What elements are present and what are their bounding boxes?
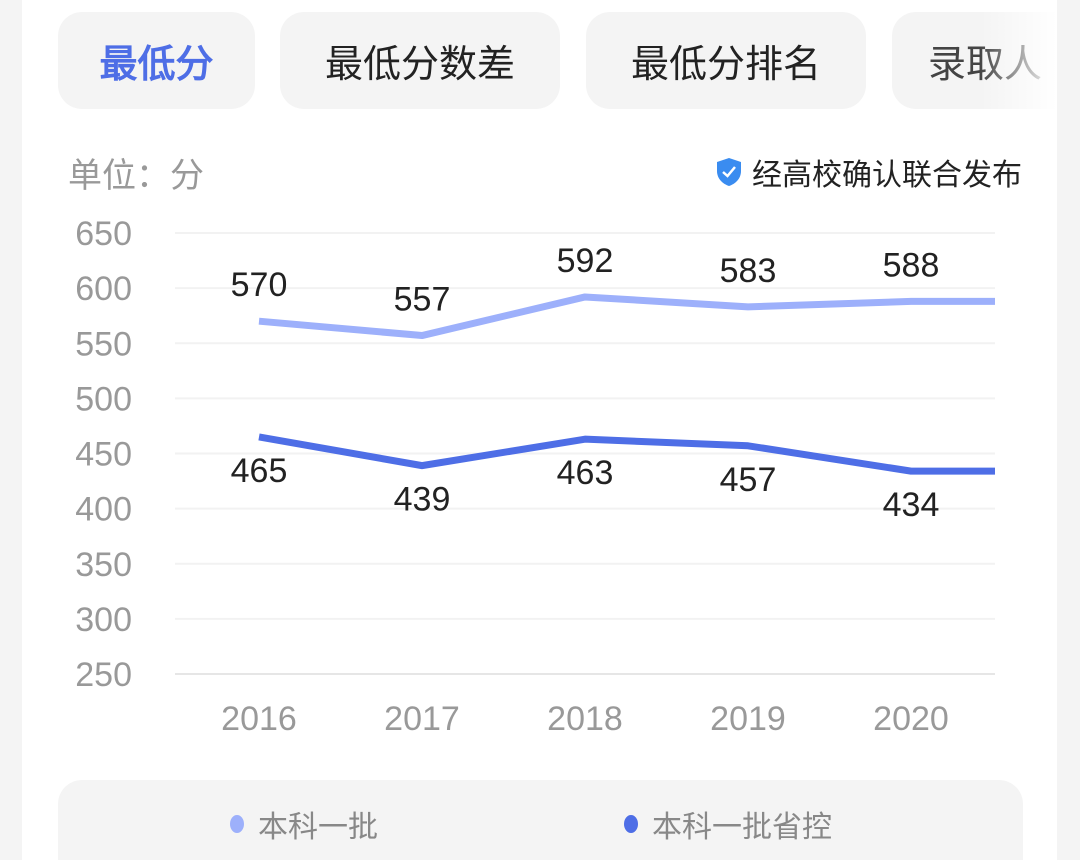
series-line-2 [258, 433, 995, 475]
tab-min-score-rank[interactable]: 最低分排名 [586, 12, 866, 109]
y-tick-label: 500 [75, 380, 132, 418]
y-tick-label: 300 [75, 601, 132, 639]
data-label: 465 [231, 452, 288, 490]
legend-item-series1[interactable]: 本科一批 [230, 802, 378, 846]
legend-dot [624, 815, 638, 833]
verified-badge: 经高校确认联合发布 [716, 150, 1022, 194]
data-label: 592 [557, 242, 614, 280]
data-label: 434 [883, 486, 940, 524]
data-label: 463 [557, 454, 614, 492]
y-tick-label: 450 [75, 436, 132, 474]
x-tick-label: 2018 [547, 700, 623, 738]
y-tick-label: 650 [75, 215, 132, 253]
x-tick-label: 2017 [384, 700, 460, 738]
legend-dot [230, 815, 244, 833]
score-card [22, 0, 1057, 860]
data-label: 588 [883, 246, 940, 284]
x-tick-label: 2016 [221, 700, 297, 738]
chart-legend: 本科一批 本科一批省控 [58, 780, 1023, 860]
y-tick-label: 600 [75, 270, 132, 308]
legend-item-series2[interactable]: 本科一批省控 [624, 802, 832, 846]
x-tick-label: 2019 [710, 700, 786, 738]
verified-text: 经高校确认联合发布 [752, 158, 1022, 193]
line-chart: 650 600 550 500 450 400 350 300 250 2016 2017 2018 2… [75, 215, 995, 738]
data-label: 570 [231, 266, 288, 304]
legend-label: 本科一批省控 [652, 810, 832, 845]
legend-label: 本科一批 [258, 810, 378, 845]
series-line-1 [258, 293, 995, 340]
data-label: 457 [720, 461, 777, 499]
shield-check-icon [717, 158, 741, 186]
y-tick-label: 350 [75, 546, 132, 584]
y-tick-label: 250 [75, 656, 132, 694]
unit-label: 单位：分 [68, 156, 204, 196]
tab-min-score-diff[interactable]: 最低分数差 [280, 12, 560, 109]
y-tick-label: 400 [75, 491, 132, 529]
data-label: 583 [720, 252, 777, 290]
tab-min-score[interactable]: 最低分 [58, 12, 255, 109]
y-tick-label: 550 [75, 325, 132, 363]
tab-scroll-fade [980, 12, 1057, 109]
x-tick-label: 2020 [873, 700, 949, 738]
data-label: 557 [394, 281, 451, 319]
data-label: 439 [394, 481, 451, 519]
